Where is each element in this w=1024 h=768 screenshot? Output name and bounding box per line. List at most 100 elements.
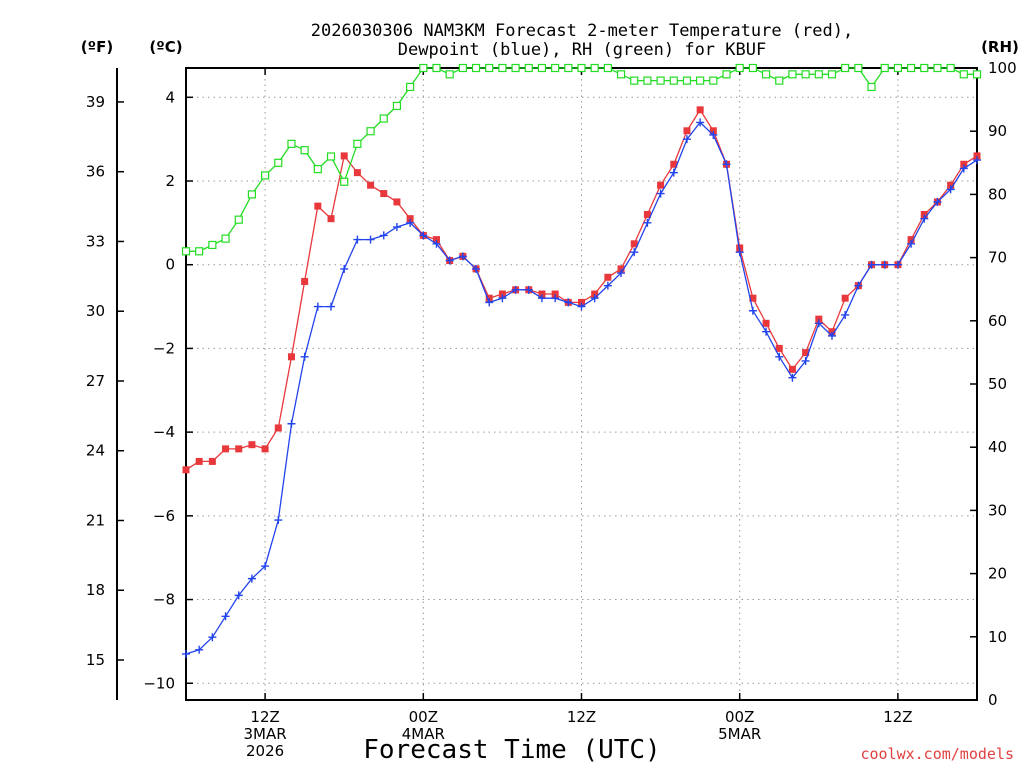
dewpoint-point: [590, 294, 599, 303]
dewpoint-point: [287, 419, 296, 428]
temperature-point: [802, 349, 810, 357]
dewpoint-point: [696, 118, 705, 127]
rh-point: [261, 171, 270, 180]
rh-point: [577, 63, 586, 73]
dewpoint-point: [419, 231, 428, 240]
dewpoint-point: [195, 645, 204, 654]
dewpoint-point: [762, 327, 771, 336]
rh-point: [551, 63, 560, 73]
chart-title-line-2: Dewpoint (blue), RH (green) for KBUF: [398, 40, 766, 60]
x-tick-label: 00Z: [725, 708, 754, 726]
temperature-point: [406, 215, 414, 223]
dewpoint-point: [353, 235, 362, 244]
dewpoint-point: [893, 260, 902, 269]
dewpoint-point: [551, 294, 560, 303]
dewpoint-point: [827, 331, 836, 340]
rh-point: [893, 63, 903, 73]
x-tick-label: 00Z: [409, 708, 438, 726]
fahrenheit-tick-label: 30: [86, 302, 105, 320]
rh-point: [735, 63, 744, 73]
celsius-tick-label: 0: [165, 256, 175, 274]
rh-point: [326, 152, 336, 161]
series-rh: [181, 63, 982, 256]
data-series: [181, 63, 982, 658]
x-tick-label: 3MAR: [244, 725, 287, 743]
rh-point: [379, 114, 388, 123]
dewpoint-point: [366, 235, 375, 244]
rh-point: [801, 70, 810, 79]
rh-point: [656, 76, 665, 85]
temperature-point: [973, 152, 981, 160]
x-axis-label: Forecast Time (UTC): [363, 735, 660, 765]
rh-unit-label: (RH): [981, 38, 1019, 56]
dewpoint-point: [261, 562, 270, 571]
fahrenheit-tick-label: 33: [86, 232, 105, 250]
temperature-point: [788, 365, 796, 373]
rh-point: [511, 63, 520, 73]
dewpoint-point: [630, 248, 639, 257]
rh-point: [300, 146, 309, 155]
rh-line: [186, 67, 977, 252]
temperature-point: [261, 445, 269, 453]
rh-point: [353, 139, 362, 148]
temperature-point: [762, 319, 770, 327]
temperature-point: [604, 273, 612, 281]
chart-title-line-1: 2026030306 NAM3KM Forecast 2-meter Tempe…: [311, 21, 853, 41]
dewpoint-point: [617, 269, 626, 278]
dewpoint-point: [880, 260, 889, 269]
celsius-unit-label: (ºC): [149, 38, 182, 56]
temperature-point: [432, 236, 440, 244]
temperature-point: [947, 181, 955, 189]
rh-point: [854, 63, 863, 73]
temperature-point: [657, 181, 665, 189]
dewpoint-point: [814, 319, 823, 328]
rh-tick-label: 20: [988, 565, 1007, 583]
rh-point: [696, 76, 705, 85]
rh-point: [709, 76, 718, 85]
temperature-point: [301, 277, 309, 285]
rh-point: [788, 70, 797, 79]
rh-point: [946, 63, 955, 73]
rh-point: [590, 63, 599, 73]
x-tick-label: 4MAR: [402, 725, 445, 743]
dewpoint-point: [234, 591, 243, 600]
temperature-point: [393, 198, 401, 206]
temperature-point: [828, 328, 836, 336]
temperature-point: [643, 210, 651, 218]
temperature-point: [538, 290, 546, 298]
rh-point: [287, 139, 296, 148]
rh-point: [234, 215, 243, 224]
credit-link[interactable]: coolwx.com/models: [860, 745, 1014, 763]
rh-point: [340, 177, 349, 186]
dewpoint-point: [801, 356, 810, 365]
rh-point: [564, 63, 573, 73]
dewpoint-point: [841, 310, 850, 319]
grid-lines: [186, 68, 977, 700]
temperature-point: [380, 190, 388, 198]
dewpoint-point: [406, 218, 415, 227]
rh-point: [406, 82, 415, 92]
rh-tick-label: 90: [988, 122, 1007, 140]
fahrenheit-tick-label: 18: [86, 581, 105, 599]
celsius-tick-label: −10: [143, 674, 175, 692]
rh-point: [827, 70, 837, 79]
dewpoint-point: [748, 306, 757, 315]
rh-point: [906, 63, 916, 73]
dewpoint-point: [182, 649, 190, 658]
celsius-tick-label: −8: [153, 591, 175, 609]
rh-point: [616, 70, 626, 79]
temperature-point: [749, 294, 757, 302]
fahrenheit-tick-label: 21: [86, 511, 105, 529]
x-tick-label: 12Z: [250, 708, 279, 726]
rh-point: [669, 76, 678, 85]
fahrenheit-tick-label: 39: [86, 93, 105, 111]
temperature-point: [670, 160, 678, 168]
rh-point: [485, 63, 494, 73]
rh-point: [603, 63, 612, 73]
rh-point: [972, 70, 982, 79]
axes: 151821242730333639−10−8−6−4−202401020304…: [86, 59, 1017, 760]
temperature-point: [208, 457, 216, 465]
fahrenheit-tick-label: 27: [86, 372, 105, 390]
rh-point: [524, 63, 533, 73]
rh-point: [313, 165, 322, 174]
